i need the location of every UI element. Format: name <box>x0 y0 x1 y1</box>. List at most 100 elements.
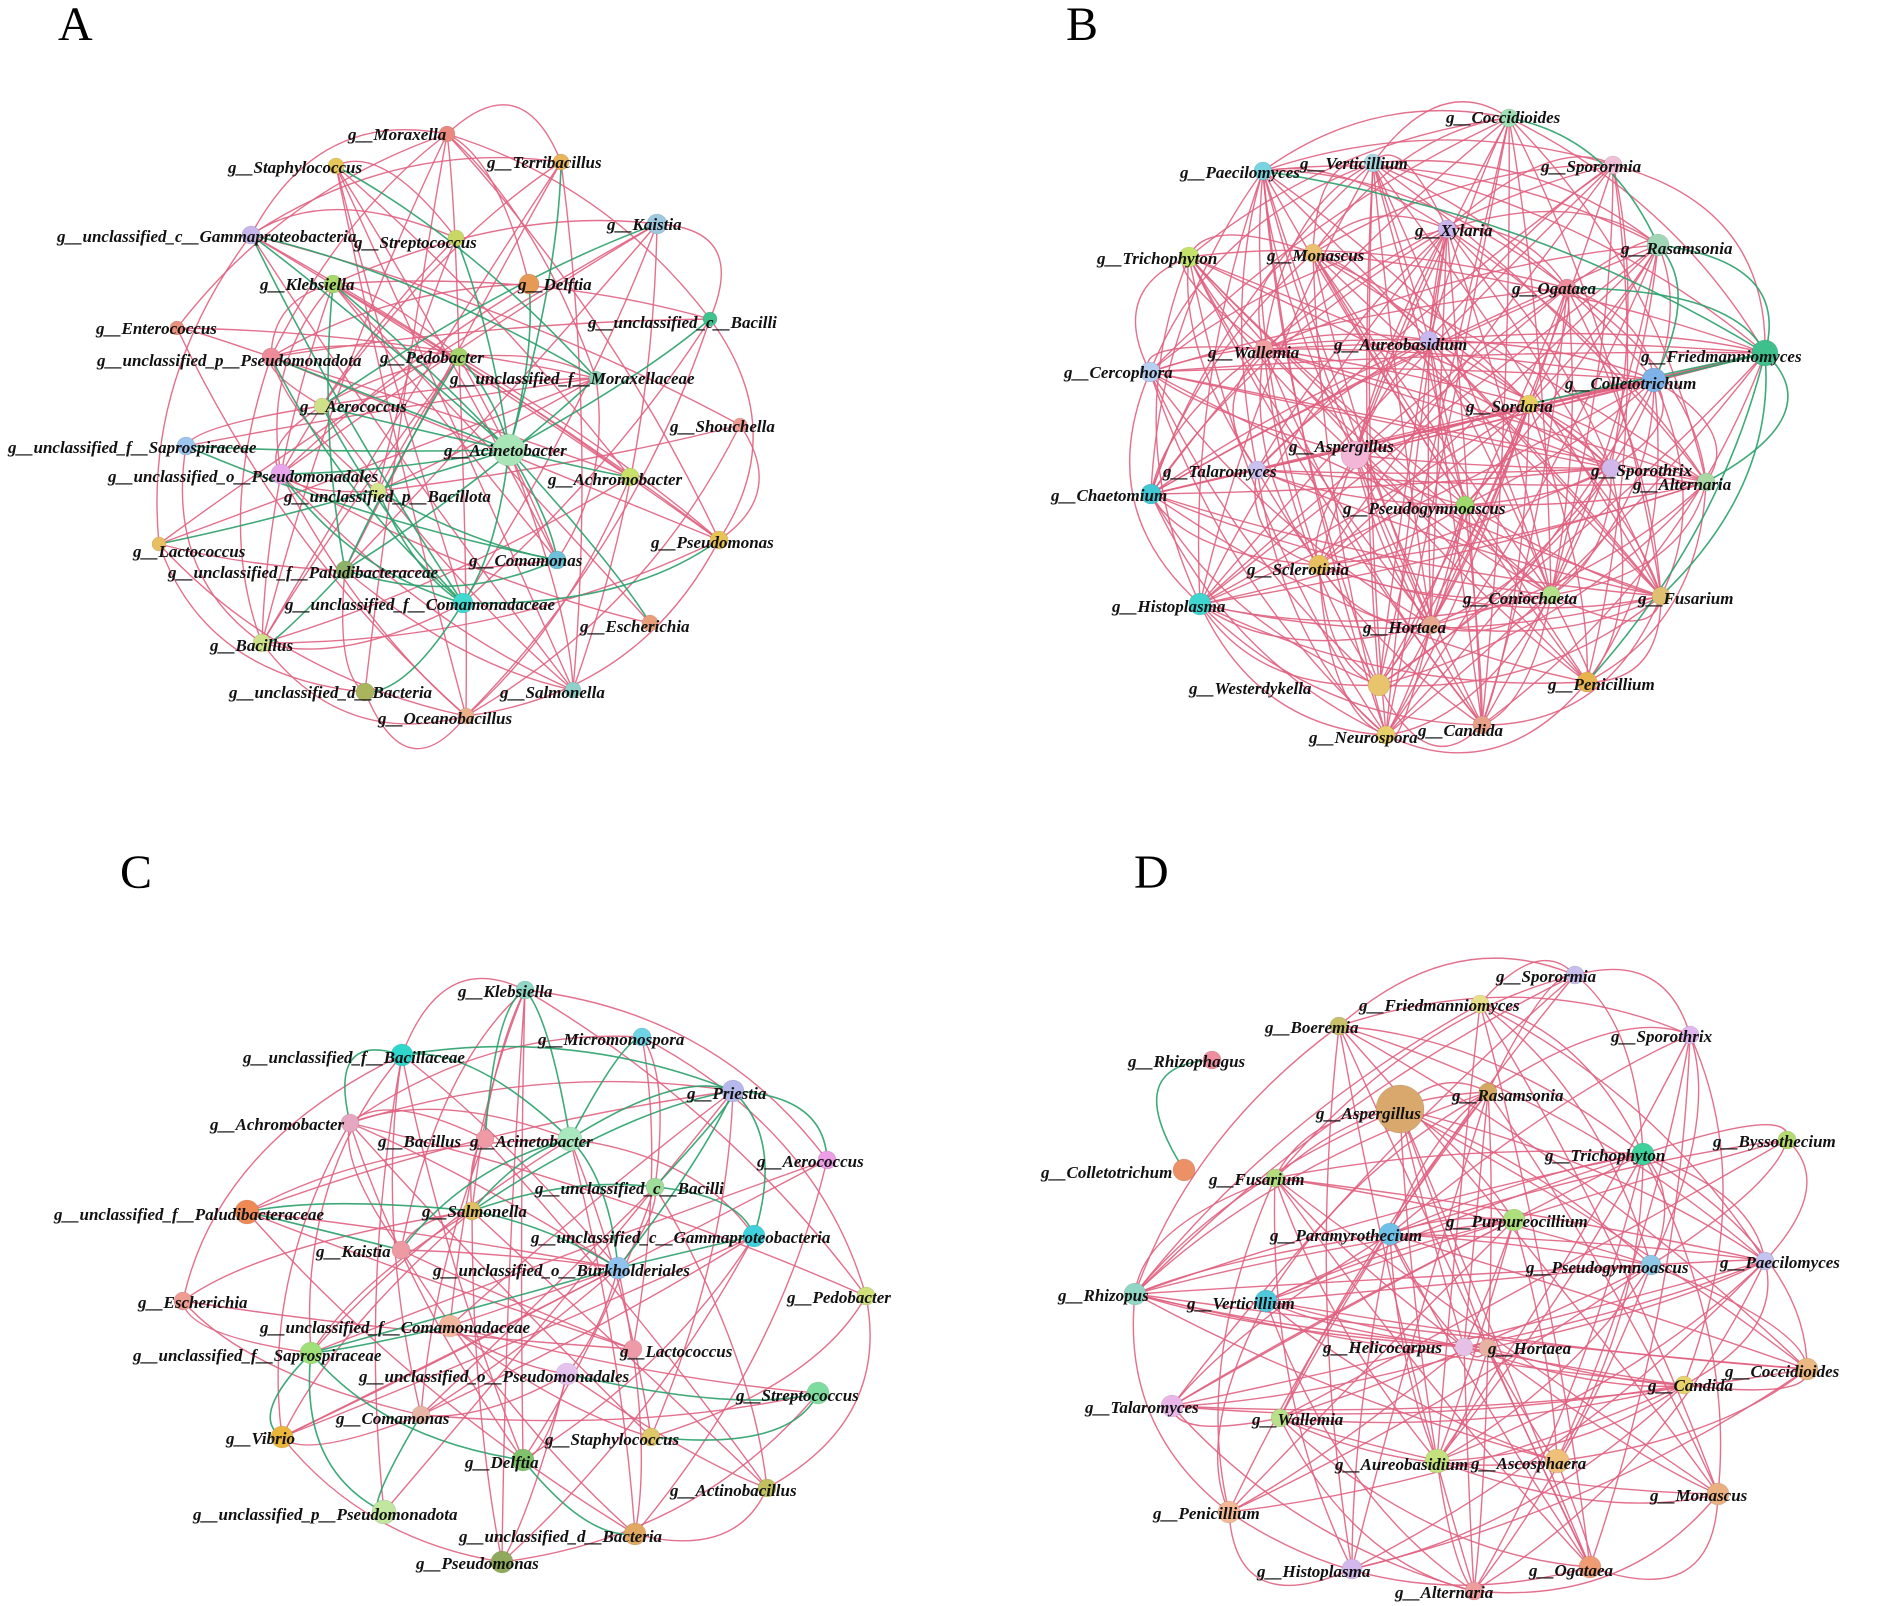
positive-correlation-edge <box>1188 117 1510 258</box>
positive-correlation-edge <box>261 539 720 644</box>
positive-correlation-edge <box>1389 1233 1652 1266</box>
positive-correlation-edge <box>1171 1260 1766 1407</box>
node-label: g__Staphylococcus <box>227 158 362 177</box>
positive-correlation-edge <box>446 133 530 285</box>
node-label: g__Oceanobacillus <box>377 709 512 728</box>
positive-correlation-edge <box>250 234 574 691</box>
node-label: g__Penicillium <box>1547 675 1655 694</box>
network-node <box>1601 458 1621 478</box>
positive-correlation-edge <box>374 1054 403 1513</box>
network-node <box>1419 330 1439 350</box>
node-label: g__Monascus <box>1649 1486 1748 1505</box>
node-label: g__Verticillium <box>1299 154 1408 173</box>
network-node <box>1303 243 1323 263</box>
positive-correlation-edge <box>1199 287 1568 605</box>
network-node <box>457 707 475 725</box>
positive-correlation-edge <box>501 989 526 1563</box>
network-node <box>1308 554 1330 576</box>
positive-correlation-edge <box>1372 162 1432 626</box>
node-label: g__Micromonospora <box>537 1030 685 1049</box>
negative-correlation-edge <box>1653 244 1679 381</box>
positive-correlation-edge <box>1642 1153 1722 1495</box>
positive-correlation-edge <box>1262 165 1659 246</box>
panel-c-letter: C <box>120 846 152 899</box>
negative-correlation-edge <box>471 1138 571 1212</box>
negative-correlation-edge <box>1155 1059 1213 1171</box>
negative-correlation-edge <box>270 356 464 604</box>
positive-correlation-edge <box>1318 244 1659 566</box>
positive-correlation-edge <box>1338 1025 1591 1568</box>
positive-correlation-edge <box>250 208 457 239</box>
negative-correlation-edge <box>401 1053 571 1140</box>
positive-correlation-edge <box>569 1138 636 1535</box>
positive-correlation-edge <box>572 223 658 691</box>
network-node <box>1424 1448 1450 1474</box>
positive-correlation-edge <box>335 165 464 604</box>
positive-correlation-edge <box>1372 162 1707 483</box>
positive-correlation-edge <box>1188 256 1387 736</box>
positive-correlation-edge <box>1436 1003 1481 1462</box>
positive-correlation-edge <box>1354 117 1510 456</box>
positive-correlation-edge <box>1351 1233 1391 1570</box>
positive-correlation-edge <box>270 133 448 358</box>
node-label: g__Boeremia <box>1264 1018 1359 1037</box>
node-label: g__Wallemia <box>1207 343 1300 362</box>
node-label: g__Streptococcus <box>353 233 477 252</box>
positive-correlation-edge <box>1256 469 1483 726</box>
positive-correlation-edge <box>391 1054 422 1416</box>
positive-correlation-edge <box>524 989 867 1297</box>
positive-correlation-edge <box>1372 162 1662 597</box>
positive-correlation-edge <box>1279 974 1576 1419</box>
positive-correlation-edge <box>1479 959 1576 1005</box>
node-label: g__unclassified_d__Bacteria <box>458 1527 663 1546</box>
node-label: g__Sporormia <box>1540 157 1642 176</box>
node-label: g__Delftia <box>517 275 592 294</box>
network-node <box>1478 1338 1498 1358</box>
node-label: g__Hortaea <box>1362 618 1447 637</box>
node-label: g__Sporormia <box>1495 967 1597 986</box>
node-label: g__Enterococcus <box>95 319 217 338</box>
positive-correlation-edge <box>446 133 711 320</box>
positive-correlation-edge <box>1463 1260 1766 1348</box>
positive-correlation-edge <box>1683 1034 1724 1386</box>
node-label: g__Alternaria <box>1394 1583 1494 1602</box>
network-node <box>1696 472 1716 492</box>
node-label: g__Sporothrix <box>1590 461 1693 480</box>
positive-correlation-edge <box>1487 1260 1766 1349</box>
node-label: g__Candida <box>1417 721 1504 740</box>
positive-correlation-edge <box>1134 1091 1489 1295</box>
panel-b-edges <box>1128 101 1789 754</box>
negative-correlation-edge <box>732 1090 766 1237</box>
node-label: g__Aspergillus <box>1315 1104 1421 1123</box>
node-label: g__unclassified_f__Comamonadaceae <box>259 1318 531 1337</box>
negative-correlation-edge <box>310 1267 619 1354</box>
node-label: g__unclassified_o__Pseudomonadales <box>358 1367 630 1386</box>
positive-correlation-edge <box>400 989 526 1251</box>
positive-correlation-edge <box>281 1159 828 1438</box>
positive-correlation-edge <box>1642 1153 1766 1262</box>
negative-correlation-edge <box>1528 352 1766 405</box>
positive-correlation-edge <box>1188 256 1356 456</box>
node-label: g__Trichophyton <box>1096 249 1217 268</box>
positive-correlation-edge <box>458 356 720 541</box>
node-label: g__Rhizophagus <box>1127 1052 1246 1071</box>
network-node <box>1706 1482 1730 1506</box>
network-node <box>1646 233 1670 257</box>
node-label: g__unclassified_d__Bacteria <box>228 683 433 702</box>
positive-correlation-edge <box>1171 1368 1808 1411</box>
positive-correlation-edge <box>1228 1091 1489 1513</box>
positive-correlation-edge <box>449 1325 568 1375</box>
node-label: g__unclassified_o__Burkholderiales <box>432 1261 690 1280</box>
node-label: g__Achromobacter <box>209 1115 344 1134</box>
positive-correlation-edge <box>1428 339 1662 597</box>
positive-correlation-edge <box>1610 164 1629 469</box>
node-label: g__unclassified_f__Saprospiraceae <box>7 438 257 457</box>
positive-correlation-edge <box>522 1186 656 1461</box>
positive-correlation-edge <box>176 327 467 717</box>
negative-correlation-edge <box>1508 117 1659 246</box>
network-node <box>176 436 196 456</box>
positive-correlation-edge <box>1586 595 1662 683</box>
positive-correlation-edge <box>1228 1384 1685 1513</box>
network-node <box>555 1362 579 1386</box>
positive-correlation-edge <box>1354 287 1568 456</box>
